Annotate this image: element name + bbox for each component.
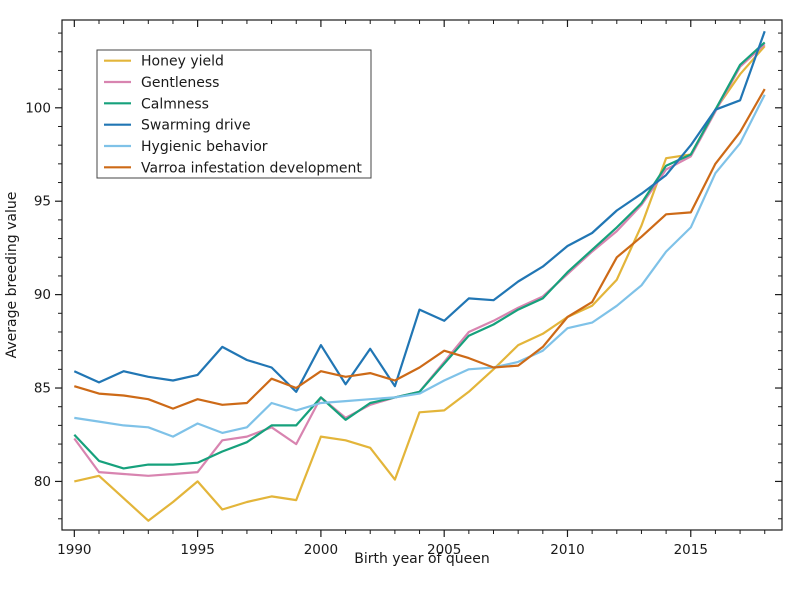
legend-label-gentleness: Gentleness [141, 75, 219, 91]
x-tick-label-1990: 1990 [57, 542, 91, 558]
axis-ticks [55, 20, 782, 537]
y-tick-label-80: 80 [34, 474, 51, 490]
axis-tick-labels: 1990 1995 2000 2005 2010 2015 80 85 90 95 100 [25, 100, 708, 558]
y-tick-label-100: 100 [25, 100, 51, 116]
legend-box [96, 49, 372, 179]
x-tick-label-2010: 2010 [550, 542, 584, 558]
y-axis-title: Average breeding value [4, 192, 20, 359]
legend-label-honey-yield: Honey yield [141, 54, 224, 70]
series-line-honey-yield [74, 45, 766, 522]
plot-frame [61, 19, 783, 531]
data-series [73, 30, 766, 522]
legend-label-hygienic-behavior: Hygienic behavior [141, 139, 268, 155]
legend: Honey yield Gentleness Calmness Swarming dr… [96, 49, 372, 179]
x-tick-label-1995: 1995 [180, 542, 214, 558]
x-tick-label-2015: 2015 [674, 542, 708, 558]
x-tick-label-2000: 2000 [304, 542, 338, 558]
y-tick-label-95: 95 [34, 194, 51, 210]
legend-label-swarming-drive: Swarming drive [141, 118, 251, 134]
x-axis-title: Birth year of queen [354, 551, 490, 567]
series-line-hygienic-behavior [74, 94, 766, 438]
series-line-swarming-drive [73, 30, 766, 393]
y-tick-label-85: 85 [34, 381, 51, 397]
y-tick-label-90: 90 [34, 287, 51, 303]
legend-label-calmness: Calmness [141, 96, 209, 112]
x-tick-label-2005: 2005 [427, 542, 461, 558]
series-line-varroa-infestation-development [73, 88, 766, 410]
legend-label-varroa-infestation-development: Varroa infestation development [141, 160, 362, 176]
series-line-calmness [73, 41, 766, 470]
